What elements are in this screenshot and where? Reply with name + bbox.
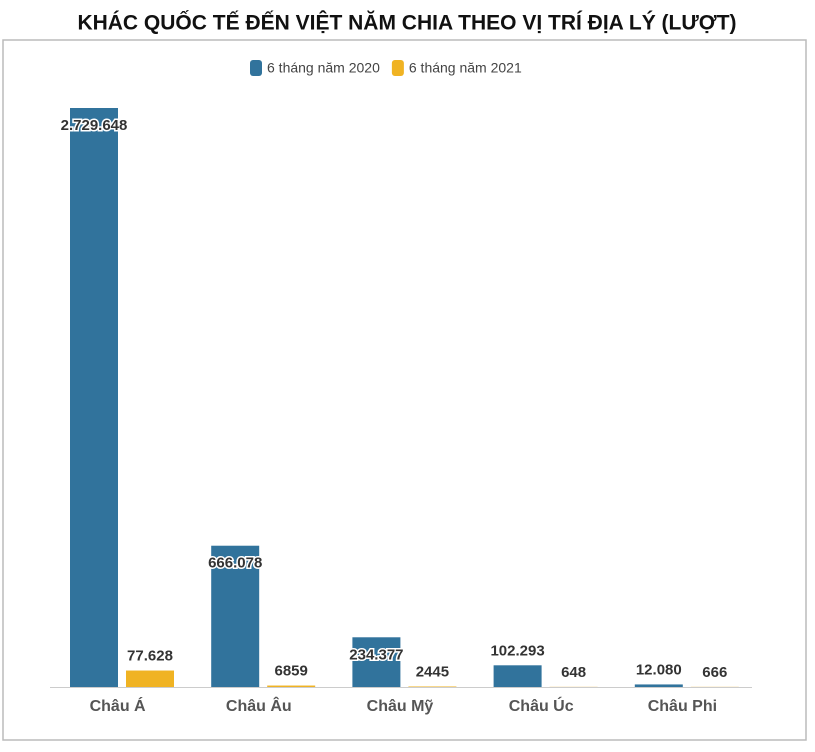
value-label: 648 — [561, 664, 586, 681]
value-label: 2445 — [416, 663, 449, 680]
value-label: 2.729.648 — [61, 117, 128, 134]
legend-label: 6 tháng năm 2020 — [267, 60, 380, 76]
frame — [3, 40, 806, 740]
x-tick-label: Châu Á — [90, 696, 146, 715]
bar — [70, 108, 118, 687]
bar — [494, 665, 542, 687]
value-label: 234.377 — [349, 646, 403, 663]
x-tick-label: Châu Phi — [648, 698, 717, 715]
value-label: 102.293 — [490, 642, 544, 659]
bar — [635, 684, 683, 687]
legend-swatch — [250, 60, 262, 76]
x-tick-label: Châu Mỹ — [367, 698, 434, 715]
legend-swatch — [392, 60, 404, 76]
bar — [267, 686, 315, 687]
value-label: 666 — [702, 664, 727, 681]
x-tick-label: Châu Âu — [226, 696, 292, 715]
bar — [408, 686, 456, 687]
x-tick-label: Châu Úc — [509, 696, 574, 715]
bar — [126, 671, 174, 687]
chart-title: KHÁC QUỐC TẾ ĐẾN VIỆT NĂM CHIA THEO VỊ T… — [77, 11, 736, 35]
value-label: 77.628 — [127, 648, 173, 665]
value-label: 6859 — [275, 663, 308, 680]
value-label: 666.078 — [208, 555, 262, 572]
legend-label: 6 tháng năm 2021 — [409, 60, 522, 76]
value-label: 12.080 — [636, 661, 682, 678]
